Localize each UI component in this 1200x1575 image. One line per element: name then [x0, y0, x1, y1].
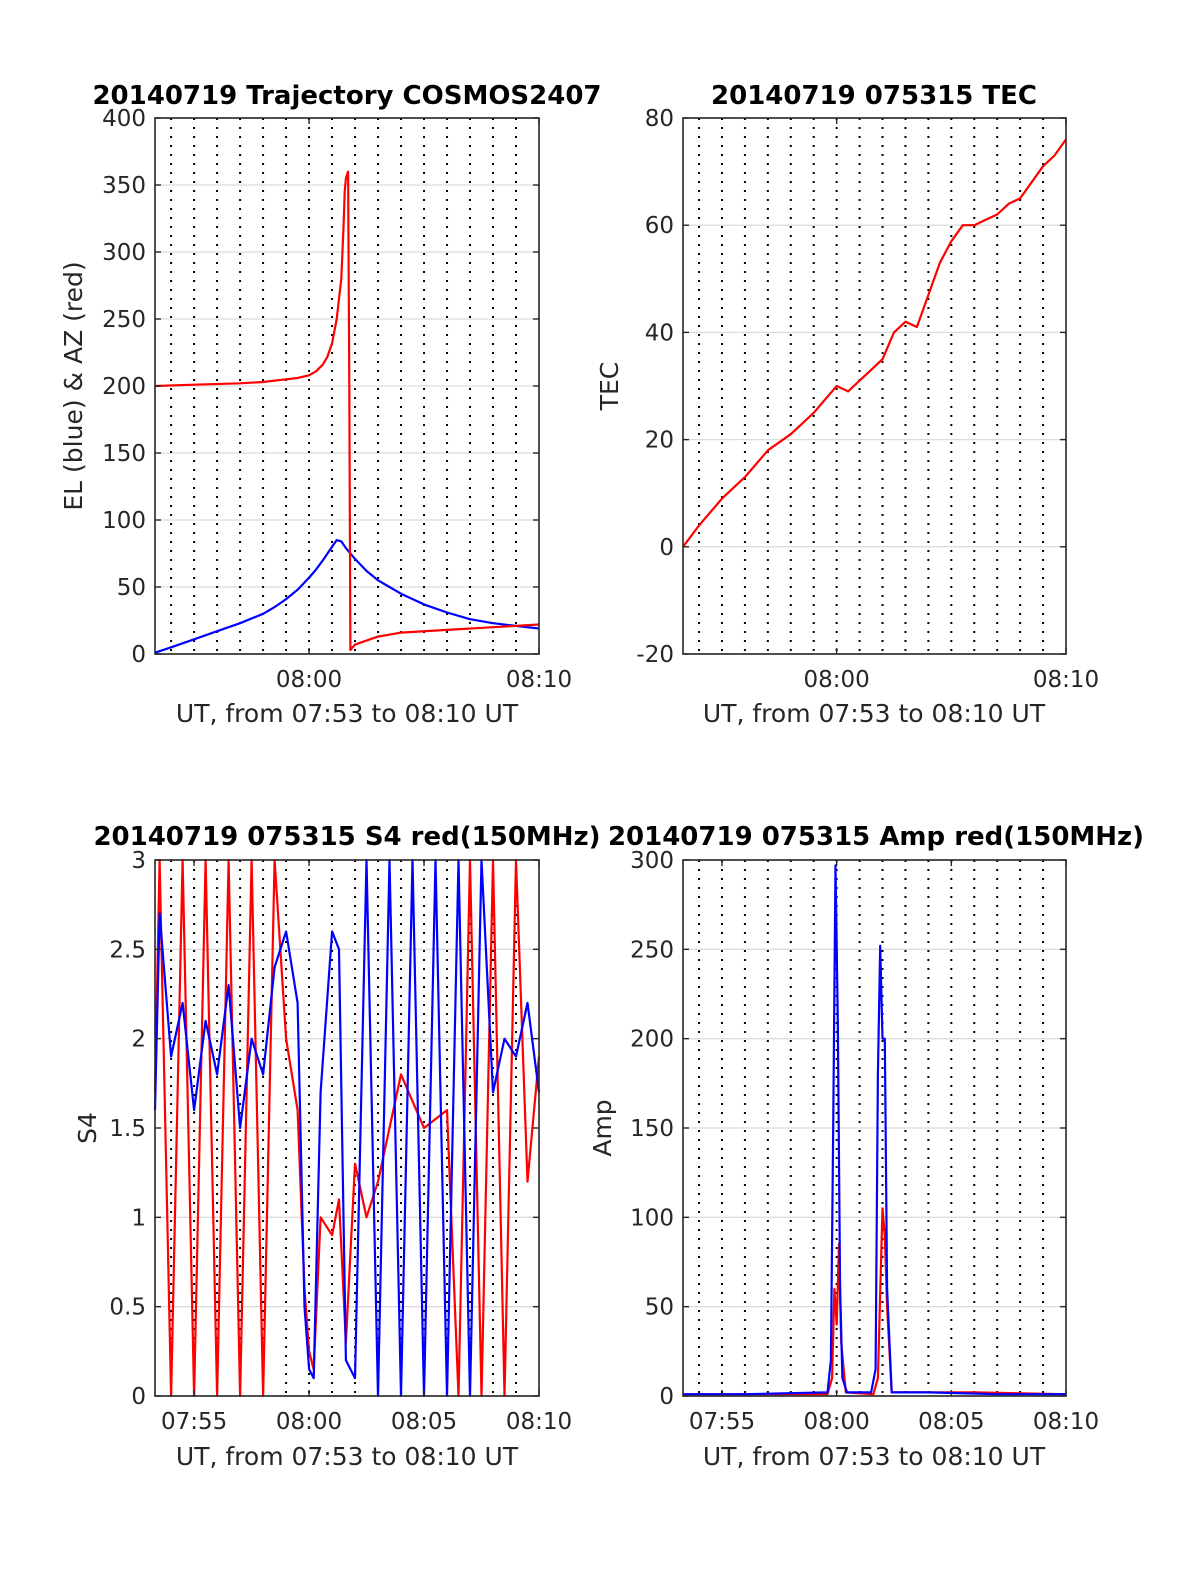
tec-axes-frame	[682, 117, 1067, 655]
amp-series-blue-line	[683, 864, 1066, 1396]
s4-y-tick-label: 3	[131, 848, 146, 874]
amp-series-red-line	[683, 1207, 1067, 1396]
trajectory-y-axis-label: EL (blue) & AZ (red)	[59, 261, 88, 510]
amp-y-tick-label: 50	[645, 1295, 674, 1321]
trajectory-title: 20140719 Trajectory COSMOS2407	[92, 81, 601, 111]
trajectory-y-tick-label: 200	[102, 374, 146, 400]
amp-x-axis-label: UT, from 07:53 to 08:10 UT	[703, 1442, 1046, 1471]
amp-x-tick-label: 07:55	[689, 1409, 755, 1435]
tec-y-tick-label: 20	[645, 428, 674, 454]
tec-y-axis-label: TEC	[595, 362, 624, 412]
trajectory-y-tick-label: 300	[102, 240, 146, 266]
tec-x-tick-label: 08:10	[1033, 667, 1099, 693]
s4-y-tick-label: 1	[131, 1205, 146, 1231]
tec-x-tick-label: 08:00	[804, 667, 870, 693]
tec-panel: 20140719 075315 TEC -20 0 20 40 60 80 08:00 08:…	[595, 81, 1099, 728]
amp-panel: 20140719 075315 Amp red(150MHz) 0 50 100 15…	[588, 822, 1144, 1471]
amp-x-tick-label: 08:00	[804, 1409, 870, 1435]
tec-title: 20140719 075315 TEC	[711, 81, 1037, 111]
amp-y-axis-label: Amp	[588, 1099, 617, 1156]
amp-y-tick-label: 200	[630, 1027, 674, 1053]
s4-y-tick-label: 0	[131, 1384, 146, 1410]
s4-x-tick-label: 08:10	[506, 1409, 572, 1435]
s4-y-tick-label: 1.5	[109, 1116, 146, 1142]
s4-y-tick-label: 2	[131, 1027, 146, 1053]
trajectory-y-tick-label: 350	[102, 173, 146, 199]
tec-y-tick-label: 40	[645, 320, 674, 346]
trajectory-y-tick-label: 400	[102, 106, 146, 132]
amp-x-tick-label: 08:10	[1033, 1409, 1099, 1435]
tec-series-red-line	[682, 138, 1067, 548]
s4-title: 20140719 075315 S4 red(150MHz)	[93, 822, 600, 852]
trajectory-y-tick-label: 150	[102, 441, 146, 467]
s4-panel: 20140719 075315 S4 red(150MHz) 0 0.5 1 1.5 2…	[73, 822, 601, 1471]
amp-y-tick-label: 100	[630, 1205, 674, 1231]
tec-y-tick-label: 80	[645, 106, 674, 132]
amp-y-tick-label: 0	[659, 1384, 674, 1410]
amp-title: 20140719 075315 Amp red(150MHz)	[608, 822, 1144, 852]
amp-y-tick-label: 150	[630, 1116, 674, 1142]
trajectory-x-axis-label: UT, from 07:53 to 08:10 UT	[176, 699, 519, 728]
trajectory-series-blue-line	[154, 538, 540, 654]
s4-x-tick-label: 08:00	[276, 1409, 342, 1435]
s4-x-axis-label: UT, from 07:53 to 08:10 UT	[176, 1442, 519, 1471]
amp-x-tick-label: 08:05	[918, 1409, 984, 1435]
trajectory-series-red-line	[154, 170, 540, 652]
s4-y-axis-label: S4	[73, 1112, 102, 1144]
tec-x-axis-label: UT, from 07:53 to 08:10 UT	[703, 699, 1046, 728]
trajectory-y-tick-label: 100	[102, 508, 146, 534]
s4-series-blue-line	[153, 858, 541, 1398]
s4-y-tick-label: 2.5	[109, 937, 146, 963]
s4-x-tick-label: 08:05	[391, 1409, 457, 1435]
trajectory-y-tick-label: 0	[131, 642, 146, 668]
trajectory-y-tick-label: 50	[117, 575, 146, 601]
trajectory-x-tick-label: 08:00	[276, 667, 342, 693]
tec-y-tick-label: 0	[659, 535, 674, 561]
amp-y-tick-label: 250	[630, 937, 674, 963]
trajectory-panel: 20140719 Trajectory COSMOS2407 0 50 100 150…	[59, 81, 602, 728]
s4-series-red-line	[153, 858, 541, 1398]
amp-y-tick-label: 300	[630, 848, 674, 874]
tec-y-tick-label: -20	[636, 642, 674, 668]
trajectory-y-tick-label: 250	[102, 307, 146, 333]
tec-y-tick-label: 60	[645, 213, 674, 239]
trajectory-x-tick-label: 08:10	[506, 667, 572, 693]
s4-y-tick-label: 0.5	[109, 1295, 146, 1321]
s4-x-tick-label: 07:55	[161, 1409, 227, 1435]
